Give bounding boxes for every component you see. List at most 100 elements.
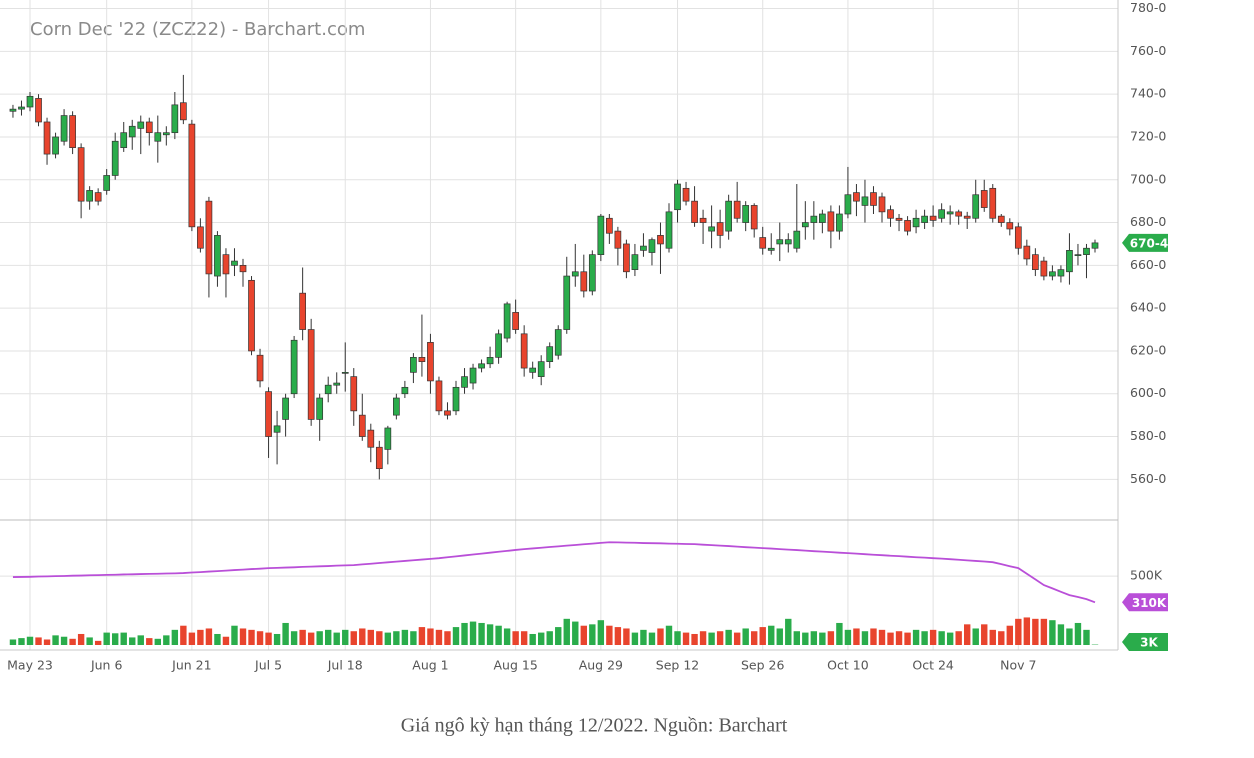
candle-body <box>598 216 604 255</box>
volume-bar <box>478 623 484 645</box>
y-tick-label: 780-0 <box>1130 0 1166 15</box>
volume-bar <box>615 627 621 645</box>
candle-body <box>61 116 67 142</box>
candle-body <box>70 116 76 148</box>
volume-bar <box>777 628 783 645</box>
y-tick-label: 620-0 <box>1130 342 1166 357</box>
candle-body <box>751 205 757 229</box>
volume-bar <box>1075 623 1081 645</box>
volume-bar <box>623 628 629 645</box>
x-tick-label: Jul 18 <box>327 658 363 673</box>
candle-body <box>342 372 348 373</box>
x-tick-label: Aug 29 <box>579 658 623 673</box>
volume-bar <box>632 633 638 645</box>
volume-bar <box>69 639 75 645</box>
candle-body <box>36 98 42 122</box>
volume-bar <box>538 633 544 645</box>
volume-bar <box>853 628 859 645</box>
volume-bar <box>1066 628 1072 645</box>
last-price-label: 670-4 <box>1130 236 1168 250</box>
volume-bar <box>146 638 152 645</box>
candle-body <box>768 248 774 250</box>
candle-body <box>206 201 212 274</box>
candle-body <box>1083 248 1089 254</box>
volume-bar <box>1041 619 1047 645</box>
volume-bar <box>938 631 944 645</box>
candle-body <box>896 218 902 220</box>
candle-body <box>717 223 723 236</box>
volume-bar <box>495 626 501 645</box>
candle-body <box>640 246 646 250</box>
volume-bar <box>964 624 970 645</box>
volume-bar <box>547 631 553 645</box>
volume-bar <box>385 633 391 645</box>
volume-bar <box>61 637 67 645</box>
candle-body <box>990 188 996 218</box>
candle-body <box>266 392 272 437</box>
volume-bar <box>342 630 348 645</box>
candle-body <box>981 190 987 207</box>
volume-bar <box>708 633 714 645</box>
volume-bar <box>223 637 229 645</box>
volume-bar <box>785 619 791 645</box>
volume-bar <box>598 620 604 645</box>
candle-body <box>300 293 306 329</box>
candle-body <box>427 342 433 381</box>
volume-bar <box>1083 630 1089 645</box>
candle-body <box>623 244 629 272</box>
candle-body <box>104 175 110 190</box>
volume-bar <box>274 634 280 645</box>
volume-bar <box>248 630 254 645</box>
candle-body <box>513 312 519 329</box>
candle-body <box>905 220 911 231</box>
volume-bar <box>402 630 408 645</box>
candle-body <box>922 216 928 222</box>
volume-bar <box>606 626 612 645</box>
volume-bar <box>316 631 322 645</box>
volume-bar <box>155 639 161 645</box>
candle-body <box>777 240 783 244</box>
volume-bar <box>180 626 186 645</box>
candle-body <box>521 334 527 368</box>
volume-bar <box>564 619 570 645</box>
candle-body <box>939 210 945 219</box>
volume-bar <box>86 637 92 645</box>
volume-bar <box>18 638 24 645</box>
volume-bar <box>828 631 834 645</box>
candle-body <box>845 195 851 214</box>
y-tick-label: 580-0 <box>1130 428 1166 443</box>
volume-bar <box>734 633 740 645</box>
volume-bar <box>649 633 655 645</box>
volume-bar <box>470 622 476 645</box>
volume-bar <box>214 634 220 645</box>
volume-bar <box>691 634 697 645</box>
candle-body <box>675 184 681 210</box>
candle-body <box>1049 272 1055 276</box>
volume-bar <box>129 637 135 645</box>
volume-bar <box>1015 619 1021 645</box>
candle-body <box>87 190 93 201</box>
volume-bar <box>206 628 212 645</box>
volume-bar <box>581 626 587 645</box>
candle-body <box>18 107 24 109</box>
candle-body <box>956 212 962 216</box>
volume-bar <box>444 631 450 645</box>
candle-body <box>121 133 127 148</box>
volume-bar <box>282 623 288 645</box>
volume-bar <box>410 631 416 645</box>
volume-bar <box>291 631 297 645</box>
x-tick-label: Aug 15 <box>493 658 537 673</box>
candle-body <box>189 124 195 227</box>
candle-body <box>547 347 553 362</box>
candle-body <box>180 103 186 120</box>
volume-bar <box>768 626 774 645</box>
candle-body <box>564 276 570 329</box>
candle-body <box>359 415 365 436</box>
volume-bar <box>504 628 510 645</box>
volume-bar <box>947 633 953 645</box>
volume-bar <box>521 631 527 645</box>
volume-bar <box>325 630 331 645</box>
candle-body <box>879 197 885 212</box>
x-tick-label: Nov 7 <box>1000 658 1036 673</box>
y-tick-label: 640-0 <box>1130 300 1166 315</box>
